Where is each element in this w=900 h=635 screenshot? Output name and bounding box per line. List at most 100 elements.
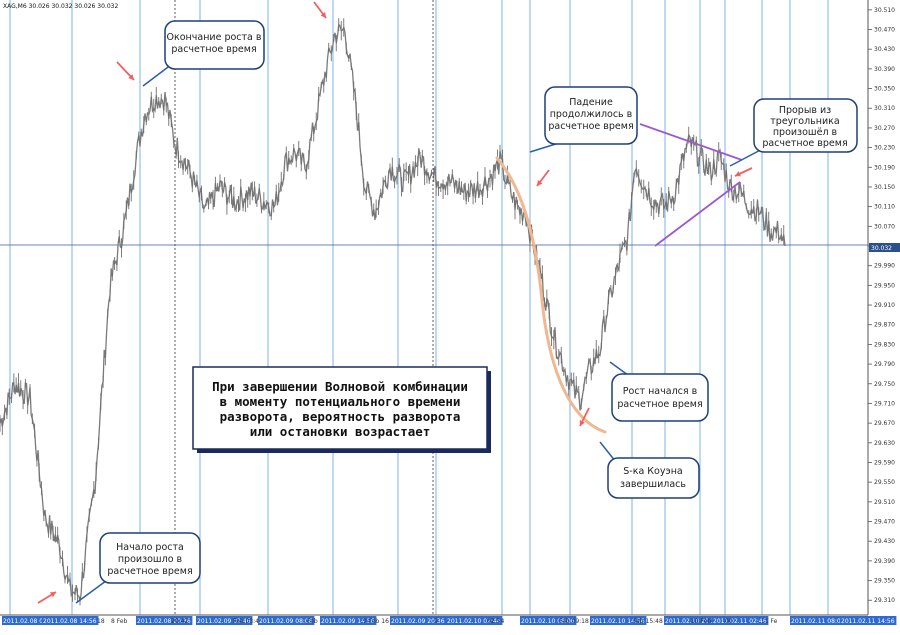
callout-rise-line1: Рост начался в — [623, 386, 698, 397]
callout-growth-end-line2: расчетное время — [171, 44, 256, 55]
cowan-s-curve — [495, 156, 607, 434]
x-tick-label: 00 — [725, 618, 733, 625]
x-tick-badge — [2, 616, 59, 625]
x-tick-label: 2011.02.09 20:36 — [391, 618, 445, 625]
y-tick-label: 30.350 — [874, 86, 895, 93]
callout-growth-end-line1: Окончание роста в — [167, 32, 262, 43]
price-line — [0, 23, 786, 602]
y-tick-label: 29.670 — [874, 420, 895, 427]
x-tick-badge — [520, 616, 577, 625]
y-tick-label: 30.470 — [874, 27, 895, 34]
x-tick-label: Feb 09:18 — [559, 618, 589, 625]
x-tick-badge — [712, 616, 769, 625]
callout-start-line2: произошло в — [118, 554, 183, 565]
callout-triangle-line2: треугольника — [770, 116, 839, 127]
x-tick-label: 20:42 — [171, 618, 188, 625]
main-note-box: При завершении Волновой комбинации в мом… — [192, 366, 491, 453]
x-tick-badge — [790, 616, 847, 625]
y-tick-label: 29.430 — [874, 538, 895, 545]
x-tick-badge — [42, 616, 99, 625]
x-tick-label: Feb 03:48 — [233, 618, 263, 625]
y-tick-label: 30.070 — [874, 223, 895, 230]
x-tick-label: 2011.02.08 08:06 — [3, 618, 57, 625]
x-tick-label: 2011.02.10 20:36 — [665, 618, 719, 625]
y-tick-label: 29.630 — [874, 440, 895, 447]
y-tick-label: 30.310 — [874, 105, 895, 112]
plot-background — [0, 0, 868, 615]
y-tick-label: 29.310 — [874, 597, 895, 604]
callout-triangle-line1: Прорыв из — [779, 105, 831, 116]
x-tick-label: 2011.02.11 14:56 — [841, 618, 895, 625]
x-tick-label: 2011.02.11 02:46 — [713, 618, 767, 625]
main-note-line3: разворота, вероятность разворота — [220, 409, 461, 424]
x-tick-label: Feb 15:48 — [633, 618, 663, 625]
y-tick-label: 29.390 — [874, 558, 895, 565]
chart-title: XAG,M6 30.026 30.032 30.026 30.032 — [3, 3, 118, 10]
y-tick-label: 29.710 — [874, 400, 895, 407]
y-tick-label: 30.430 — [874, 46, 895, 53]
x-tick-badge — [258, 616, 315, 625]
y-tick-label: 29.550 — [874, 479, 895, 486]
y-tick-label: 30.510 — [874, 7, 895, 14]
red-arrows — [37, 1, 753, 604]
red-arrowhead — [537, 180, 543, 186]
x-tick-label: 11 Fe — [761, 618, 778, 625]
callout-start-line1: Начало роста — [116, 542, 184, 553]
y-tick-label: 29.990 — [874, 263, 895, 270]
main-note-line1: При завершении Волновой комбинации — [212, 379, 468, 394]
callout-triangle-line4: расчетное время — [762, 138, 847, 149]
x-tick-badge — [390, 616, 447, 625]
x-tick-label: 9 Feb 16 — [363, 618, 389, 625]
y-tick-label: 30.190 — [874, 164, 895, 171]
y-tick-label: 30.230 — [874, 145, 895, 152]
callout-rise-started: Рост начался в расчетное время — [609, 361, 709, 422]
callout-growth-start: Начало роста произошло в расчетное время — [75, 532, 201, 604]
y-tick-label: 30.110 — [874, 204, 895, 211]
callout-rise-line2: расчетное время — [617, 399, 702, 410]
callout-cowan-line2: завершилась — [620, 479, 686, 490]
x-tick-badge — [664, 616, 721, 625]
x-tick-label: 2011.02.10 02:46 — [447, 618, 501, 625]
y-axis-ticks: 30.510 30.470 30.430 30.390 30.350 30.310 30.2… — [868, 7, 895, 604]
main-note-line4: или остановки возрастает — [250, 424, 431, 439]
x-tick-label: 02:54 — [487, 618, 504, 625]
x-tick-label: 2011.02.08 14:56 — [43, 618, 97, 625]
x-tick-badge — [196, 616, 253, 625]
triangle-upper-line — [639, 123, 743, 161]
y-tick-label: 29.790 — [874, 361, 895, 368]
y-tick-label: 30.150 — [874, 184, 895, 191]
y-tick-label: 29.470 — [874, 519, 895, 526]
x-tick-badge — [446, 616, 503, 625]
red-arrowhead — [579, 420, 585, 426]
x-tick-label: 2011.02.09 08:06 — [259, 618, 313, 625]
price-series — [0, 18, 786, 606]
red-arrowhead — [50, 592, 56, 598]
x-tick-label: 18 — [97, 618, 105, 625]
y-tick-label: 29.910 — [874, 302, 895, 309]
y-tick-label: 29.510 — [874, 499, 895, 506]
x-tick-badge — [320, 616, 377, 625]
x-tick-label: 2011.02.10 08:06 — [521, 618, 575, 625]
callout-fall-line2: продолжилось в — [550, 109, 633, 120]
x-tick-label: 2011.02.09 14:56 — [321, 618, 375, 625]
callout-fall-continued: Падение продолжилось в расчетное время — [529, 86, 638, 153]
y-tick-label: 30.390 — [874, 66, 895, 73]
x-tick-label: 2011.02.09 02:46 — [197, 618, 251, 625]
x-tick-badge — [136, 616, 193, 625]
x-tick-label: 10 Feb — [691, 618, 711, 625]
x-tick-label: 2011.02.10 14:56 — [591, 618, 645, 625]
y-tick-label: 29.830 — [874, 341, 895, 348]
callout-fall-line1: Падение — [569, 97, 613, 108]
callout-triangle-line3: произошёл в — [773, 127, 838, 138]
y-tick-label: 29.870 — [874, 322, 895, 329]
last-price-label: 30.032 — [871, 245, 892, 252]
x-tick-label: 2011.02.11 08:06 — [791, 618, 845, 625]
main-note-line2: в моменту потенциального времени — [220, 394, 461, 409]
callout-cowan-s-finished: S-ка Коуэна завершилась — [599, 441, 700, 499]
callout-cowan-line1: S-ка Коуэна — [623, 466, 682, 477]
red-arrowhead — [128, 74, 134, 80]
callout-start-line3: расчетное время — [107, 566, 192, 577]
